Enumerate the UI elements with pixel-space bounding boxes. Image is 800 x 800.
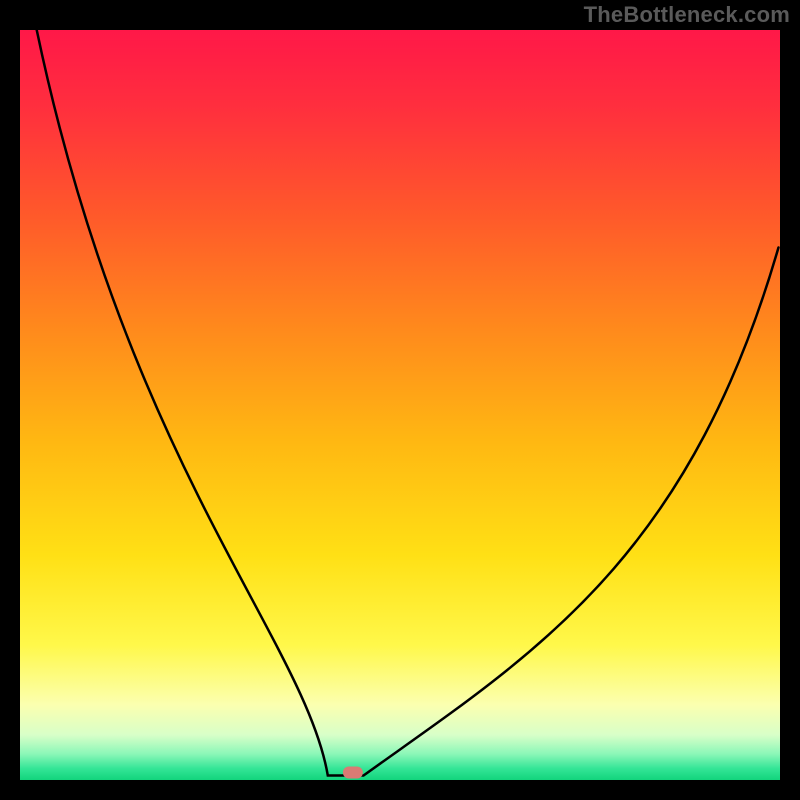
chart-container: TheBottleneck.com [0,0,800,800]
optimum-marker [343,767,363,779]
watermark-text: TheBottleneck.com [584,2,790,28]
bottleneck-chart [0,0,800,800]
plot-background [20,30,780,780]
